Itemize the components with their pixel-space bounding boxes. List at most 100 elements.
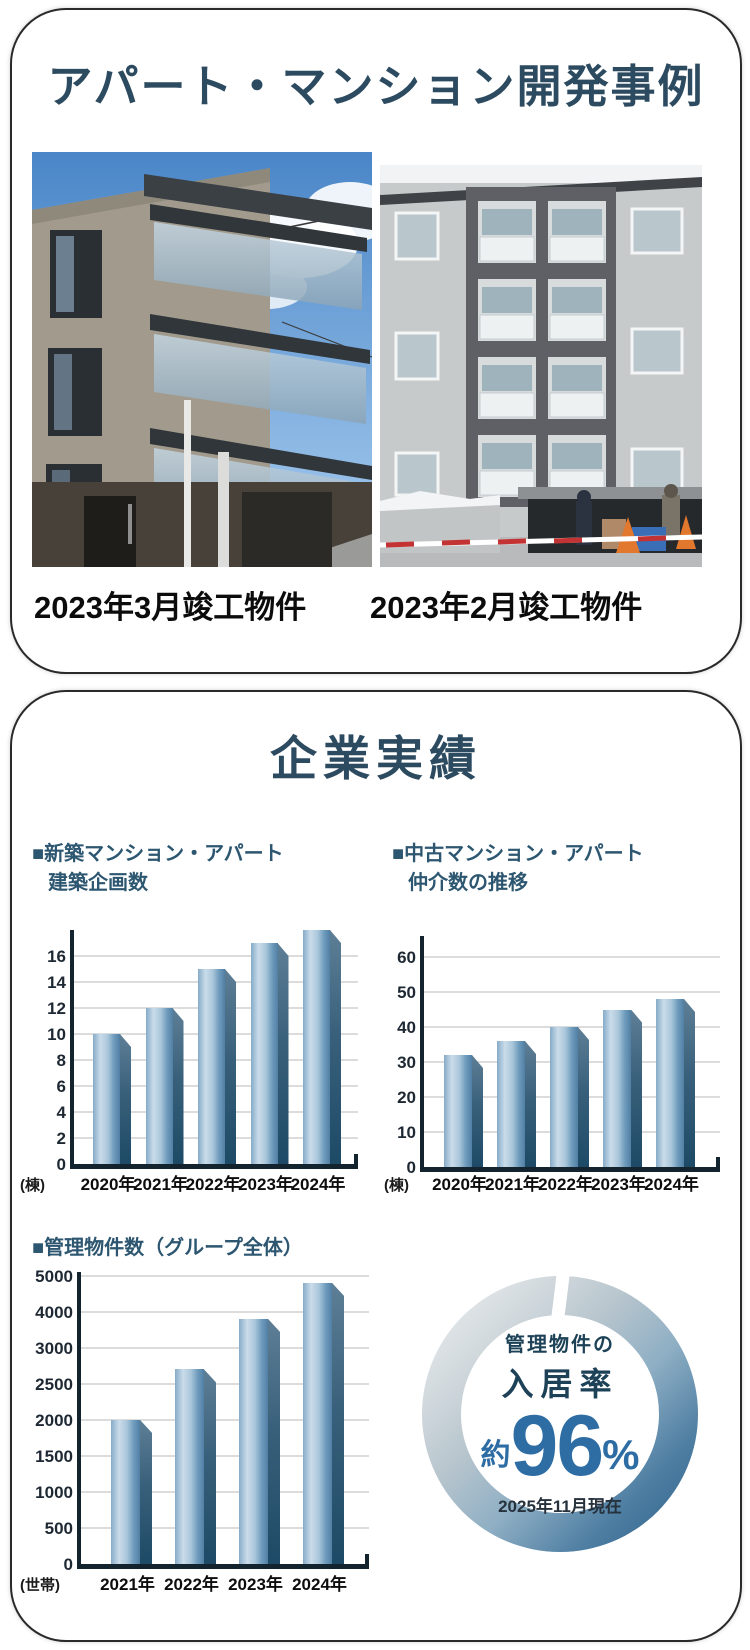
chart-used-brokerage-plot: 0 10 20 30 40 50 60 xyxy=(397,936,720,1177)
x-axis-label: 2022年 xyxy=(185,1175,241,1194)
x-axis-label: 2020年 xyxy=(80,1175,136,1194)
y-axis-tick-label: 14 xyxy=(47,973,66,992)
card2-title: 企業実績 xyxy=(270,732,482,785)
x-axis-label: 2024年 xyxy=(292,1575,347,1594)
bar-side-face xyxy=(172,1008,184,1164)
bar-front-face xyxy=(444,1055,472,1167)
bar-side-face xyxy=(277,943,289,1164)
bar-side-face xyxy=(631,1009,642,1167)
gridline xyxy=(81,1382,369,1385)
bar-front-face xyxy=(111,1419,140,1564)
bar-2021年 xyxy=(497,1041,536,1167)
occupancy-number: 96 xyxy=(510,1398,604,1494)
occupancy-label-line1: 管理物件の xyxy=(505,1334,615,1356)
donut-hole xyxy=(461,1315,659,1513)
y-axis-tick-label: 2 xyxy=(56,1129,66,1148)
x-axis-label: 2024年 xyxy=(644,1175,699,1194)
gridline xyxy=(74,955,358,957)
bar-2024年 xyxy=(303,1282,344,1564)
bar-2022年 xyxy=(198,969,236,1164)
bar-side-face xyxy=(120,1034,131,1164)
x-axis-label: 2021年 xyxy=(485,1175,540,1194)
bar-2022年 xyxy=(175,1369,216,1564)
x-axis-label: 2024年 xyxy=(290,1175,346,1194)
bar-2020年 xyxy=(93,1034,131,1164)
bar-side-face xyxy=(225,969,236,1164)
occupancy-approx-prefix: 約 xyxy=(480,1439,511,1472)
gridline xyxy=(81,1346,369,1349)
chart-used-brokerage-xlabels: 2020年 2021年 2022年 2023年 2024年 xyxy=(420,1170,716,1196)
bar-front-face xyxy=(198,969,225,1164)
y-axis-tick-label: 4000 xyxy=(35,1302,73,1322)
bar-front-face xyxy=(93,1034,120,1164)
bar-front-face xyxy=(145,1008,173,1164)
bar-side-face xyxy=(140,1419,152,1564)
bar-side-face xyxy=(332,1282,344,1564)
x-axis-label: 2023年 xyxy=(591,1175,646,1194)
bar-front-face xyxy=(303,930,330,1164)
occupancy-asof-date: 2025年11月現在 xyxy=(498,1497,622,1516)
bar-side-face xyxy=(472,1055,483,1167)
x-axis-label: 2023年 xyxy=(228,1575,283,1594)
bar-front-face xyxy=(175,1369,204,1564)
bar-side-face xyxy=(684,999,695,1167)
occupancy-percent-sign: % xyxy=(602,1431,640,1478)
y-axis-tick-label: 50 xyxy=(397,983,416,1002)
y-axis-tick-label: 10 xyxy=(397,1123,416,1142)
y-axis-tick-label: 16 xyxy=(47,947,66,966)
bar-2021年 xyxy=(145,1008,184,1164)
chart-used-brokerage-unit: (棟) xyxy=(384,1177,409,1194)
y-axis-tick-label: 1000 xyxy=(35,1482,73,1502)
chart-title-line1: ■管理物件数（グループ全体） xyxy=(32,1237,303,1259)
y-axis-tick-label: 10 xyxy=(47,1025,66,1044)
chart-new-construction-unit: (棟) xyxy=(20,1177,45,1194)
y-axis-tick-label: 0 xyxy=(63,1555,73,1574)
bar-front-face xyxy=(656,999,684,1167)
bar-side-face xyxy=(330,930,341,1164)
bar-front-face xyxy=(603,1009,631,1167)
bar-2024年 xyxy=(656,999,695,1167)
building-photo-february-2023 xyxy=(380,165,702,567)
building-photo-2-illustration xyxy=(380,165,702,567)
y-axis-tick-label: 0 xyxy=(406,1158,416,1177)
bar-side-face xyxy=(578,1027,589,1167)
bar-front-face xyxy=(550,1027,578,1167)
gridline xyxy=(424,991,720,993)
x-axis-label: 2022年 xyxy=(164,1575,219,1594)
bar-2022年 xyxy=(550,1027,589,1167)
y-axis-tick-label: 60 xyxy=(397,948,416,967)
y-axis-tick-label: 1500 xyxy=(35,1446,73,1466)
x-axis-label: 2022年 xyxy=(538,1175,593,1194)
chart-new-construction-plot: 0 2 4 6 8 10 12 14 16 xyxy=(47,930,358,1174)
bar-side-face xyxy=(525,1041,536,1167)
bar-2020年 xyxy=(444,1055,483,1167)
y-axis-tick-label: 30 xyxy=(397,1053,416,1072)
chart-new-construction-xlabels: 2020年 2021年 2022年 2023年 2024年 xyxy=(70,1170,354,1196)
chart-title-line1: ■中古マンション・アパート xyxy=(392,843,644,865)
photo-caption-march-2023: 2023年3月竣工物件 xyxy=(34,590,307,625)
y-axis-tick-label: 20 xyxy=(397,1088,416,1107)
x-axis-label: 2023年 xyxy=(238,1175,293,1194)
y-axis-tick-label: 3000 xyxy=(35,1338,73,1358)
chart-managed-properties-plot: 0 500 1000 1500 2000 2500 3000 4000 5000 xyxy=(35,1267,369,1574)
gridline xyxy=(424,956,720,958)
y-axis-tick-label: 2500 xyxy=(35,1374,73,1394)
development-examples-card: アパート・マンション開発事例 xyxy=(10,8,742,674)
y-axis-tick-label: 6 xyxy=(56,1077,66,1096)
bar-front-face xyxy=(303,1282,332,1564)
bar-2023年 xyxy=(250,943,289,1164)
chart-title-line2: 仲介数の推移 xyxy=(408,872,528,894)
chart-used-brokerage-title: ■中古マンション・アパート 仲介数の推移 xyxy=(392,840,644,898)
gridline xyxy=(81,1490,369,1493)
chart-managed-properties-title: ■管理物件数（グループ全体） xyxy=(32,1234,303,1263)
building-photo-march-2023 xyxy=(32,152,372,567)
bar-side-face xyxy=(204,1369,216,1564)
bar-front-face xyxy=(497,1041,525,1167)
chart-managed-properties-unit: (世帯) xyxy=(20,1577,60,1594)
building-photo-1-illustration xyxy=(32,152,372,567)
x-axis-label: 2021年 xyxy=(100,1575,155,1594)
gridline xyxy=(81,1310,369,1313)
gridline xyxy=(81,1418,369,1421)
occupancy-value: 約96% xyxy=(422,1397,698,1496)
occupancy-donut-chart: 管理物件の 入居率 約96% 2025年11月現在 xyxy=(422,1269,698,1552)
